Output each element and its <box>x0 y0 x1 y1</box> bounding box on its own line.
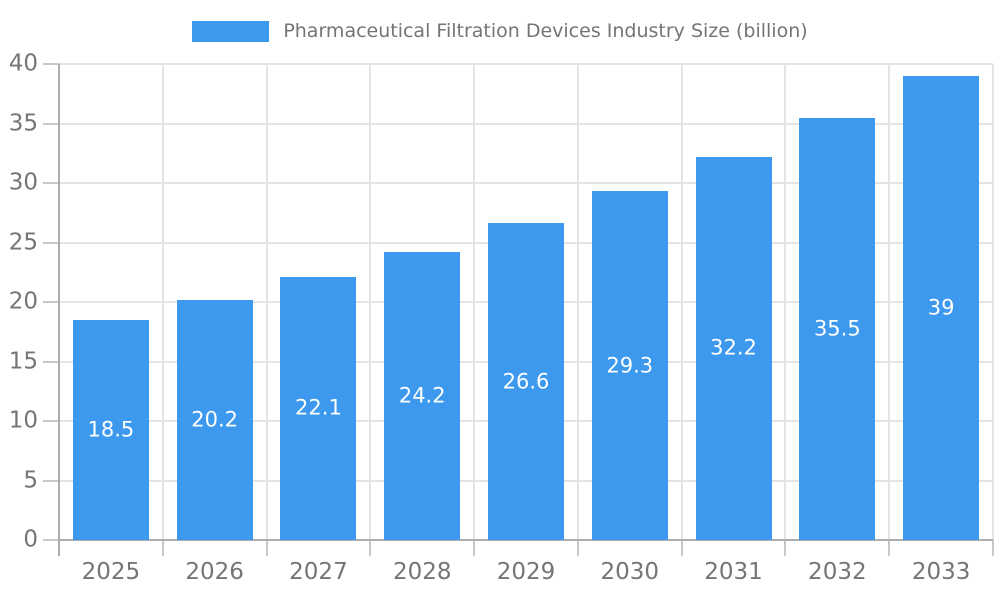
gridline-vertical <box>161 64 164 540</box>
bar-value-label: 22.1 <box>295 395 342 420</box>
x-axis-line <box>59 539 993 541</box>
y-axis-tick-label: 10 <box>8 407 38 434</box>
x-axis-tick-label: 2030 <box>600 559 660 585</box>
x-axis-tick <box>265 540 268 556</box>
bar-value-label: 29.3 <box>606 353 654 378</box>
bar-value-label: 32.2 <box>710 335 757 360</box>
y-axis-tick <box>43 301 59 303</box>
chart-title: Pharmaceutical Filtration Devices Indust… <box>283 20 808 42</box>
bar[interactable]: 22.1 <box>280 277 357 540</box>
x-axis-tick <box>888 540 891 556</box>
gridline-vertical <box>888 64 891 540</box>
y-axis-tick-label: 25 <box>8 229 38 255</box>
bar-value-label: 39 <box>927 295 955 320</box>
x-axis-tick <box>576 540 579 556</box>
bar[interactable]: 32.2 <box>695 156 772 540</box>
bar[interactable]: 26.6 <box>488 223 564 540</box>
x-axis-tick-label: 2025 <box>81 559 141 585</box>
legend[interactable]: Pharmaceutical Filtration Devices Indust… <box>0 20 1000 42</box>
x-axis-tick-label: 2028 <box>392 559 452 585</box>
x-axis-tick <box>992 540 994 556</box>
y-axis-tick <box>43 420 59 422</box>
x-axis-tick <box>784 540 787 556</box>
x-axis-tick-label: 2032 <box>808 559 867 585</box>
bar[interactable]: 39 <box>903 75 980 540</box>
y-axis-tick <box>43 360 59 363</box>
bar-value-label: 26.6 <box>502 369 550 394</box>
y-axis-line <box>58 64 60 540</box>
x-axis-tick-label: 2033 <box>911 559 971 585</box>
gridline-vertical <box>369 64 372 540</box>
y-axis-tick <box>43 479 59 482</box>
y-axis-tick-label: 40 <box>8 50 38 77</box>
y-axis-tick <box>43 539 59 541</box>
y-axis-tick <box>43 182 59 184</box>
gridline-vertical <box>473 64 476 540</box>
bar[interactable]: 35.5 <box>799 117 876 540</box>
gridline-vertical <box>784 64 787 540</box>
x-axis-tick <box>369 540 372 556</box>
x-axis-tick <box>680 540 683 556</box>
y-axis-tick <box>43 122 59 125</box>
bar[interactable]: 29.3 <box>591 191 668 540</box>
y-axis-tick-label: 0 <box>23 526 38 553</box>
bar-value-label: 24.2 <box>398 383 446 408</box>
y-axis-tick-label: 15 <box>8 348 38 374</box>
x-axis-tick-label: 2031 <box>704 559 763 585</box>
gridline-vertical <box>265 64 268 540</box>
y-axis-tick-label: 35 <box>8 110 38 136</box>
gridline-vertical <box>680 64 683 540</box>
gridline-horizontal <box>59 182 993 184</box>
x-axis-tick-label: 2026 <box>185 559 244 585</box>
gridline-horizontal <box>59 63 993 65</box>
bar-value-label: 20.2 <box>191 407 239 432</box>
gridline-vertical <box>992 64 994 540</box>
y-axis-tick <box>43 63 59 65</box>
x-axis-tick <box>58 540 60 556</box>
x-axis-tick-label: 2029 <box>496 559 556 585</box>
bar[interactable]: 18.5 <box>72 319 149 540</box>
bar-value-label: 18.5 <box>87 417 135 442</box>
y-axis-tick-label: 30 <box>8 169 38 196</box>
y-axis-tick <box>43 241 59 244</box>
x-axis-tick <box>473 540 476 556</box>
gridline-vertical <box>576 64 579 540</box>
x-axis-tick <box>161 540 164 556</box>
y-axis-tick-label: 5 <box>23 467 38 493</box>
gridline-horizontal <box>59 122 993 125</box>
y-axis-tick-label: 20 <box>8 288 38 315</box>
x-axis-tick-label: 2027 <box>289 559 348 585</box>
legend-swatch <box>192 20 270 42</box>
bar-value-label: 35.5 <box>813 316 861 341</box>
bar[interactable]: 24.2 <box>384 252 461 540</box>
bar[interactable]: 20.2 <box>176 299 253 540</box>
